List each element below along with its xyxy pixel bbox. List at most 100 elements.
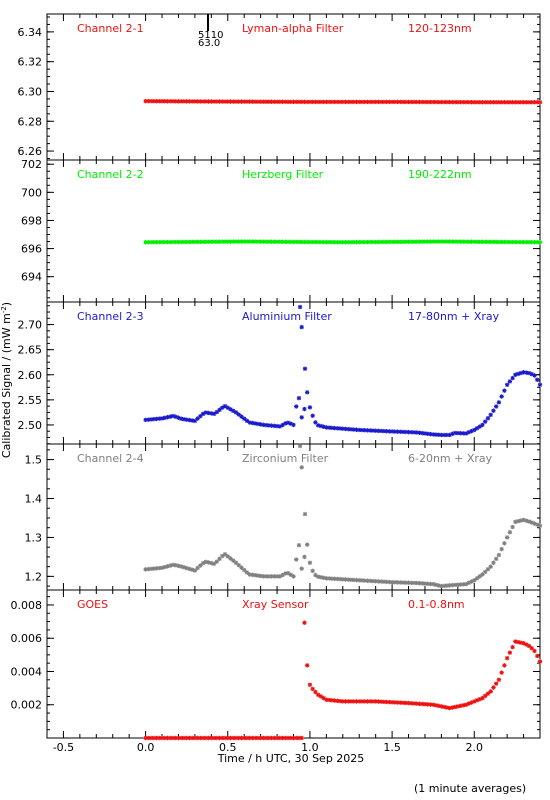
- data-point: [422, 239, 428, 244]
- data-point: [491, 685, 496, 690]
- data-point: [428, 239, 433, 244]
- data-point: [242, 239, 247, 244]
- data-point: [403, 239, 408, 244]
- data-point: [217, 556, 222, 562]
- data-point: [425, 702, 430, 707]
- data-point: [340, 699, 345, 704]
- data-point: [507, 530, 513, 535]
- data-point: [326, 239, 332, 245]
- data-point: [206, 239, 211, 244]
- data-point: [381, 239, 387, 245]
- data-point: [148, 417, 154, 422]
- data-point: [444, 99, 450, 105]
- data-point: [389, 700, 395, 705]
- data-point: [168, 239, 173, 245]
- data-point: [455, 239, 461, 244]
- x-axis-label: Time / h UTC, 30 Sep 2025: [217, 752, 365, 765]
- data-point: [439, 432, 444, 438]
- data-point: [255, 573, 261, 578]
- data-point: [225, 405, 230, 410]
- band-label: 120-123nm: [408, 22, 472, 35]
- data-point: [392, 99, 398, 105]
- data-point: [406, 700, 411, 706]
- data-point: [439, 704, 444, 709]
- y-tick-label: 0.004: [11, 665, 43, 678]
- data-point: [288, 572, 293, 577]
- data-point: [351, 99, 356, 105]
- data-point: [433, 432, 439, 437]
- data-point: [176, 563, 181, 569]
- data-point: [521, 99, 526, 105]
- data-point: [162, 239, 167, 245]
- data-point: [515, 99, 521, 105]
- data-point: [395, 580, 400, 585]
- data-point: [280, 735, 285, 741]
- data-point: [389, 239, 395, 245]
- data-point: [502, 239, 507, 245]
- y-tick-label: 0.006: [11, 632, 43, 645]
- data-point: [422, 431, 428, 436]
- data-point: [263, 99, 269, 104]
- data-point: [179, 239, 184, 245]
- y-tick-label: 2.70: [18, 319, 43, 332]
- data-point: [466, 99, 471, 105]
- data-point: [198, 239, 203, 245]
- data-point: [335, 240, 340, 245]
- data-point: [354, 427, 359, 432]
- data-point: [526, 643, 532, 649]
- data-point: [537, 659, 543, 664]
- data-point: [296, 543, 302, 548]
- data-point: [365, 699, 370, 704]
- data-point: [414, 430, 419, 435]
- data-point: [263, 574, 269, 579]
- data-point: [403, 429, 408, 435]
- data-point: [159, 565, 165, 571]
- data-point: [184, 99, 189, 104]
- data-point: [321, 239, 326, 245]
- data-point: [151, 239, 157, 245]
- data-point: [409, 99, 414, 105]
- data-point: [362, 428, 367, 433]
- data-point: [236, 735, 241, 741]
- data-point: [477, 574, 482, 579]
- data-point: [159, 99, 165, 104]
- data-point: [321, 424, 326, 429]
- data-point: [403, 580, 408, 585]
- data-point: [247, 572, 252, 577]
- data-point: [488, 564, 493, 569]
- data-point: [143, 417, 148, 423]
- channel-label: Channel 2-2: [77, 168, 144, 181]
- data-point: [203, 559, 209, 565]
- data-point: [313, 99, 318, 105]
- data-point: [302, 620, 307, 625]
- data-point: [302, 239, 307, 245]
- data-point: [414, 580, 419, 586]
- data-point: [244, 239, 250, 244]
- data-point: [294, 99, 299, 105]
- data-point: [315, 692, 321, 697]
- y-tick-label: 696: [21, 243, 42, 256]
- data-point: [272, 574, 277, 579]
- data-point: [351, 239, 356, 245]
- data-point: [214, 239, 220, 244]
- data-point: [189, 735, 195, 741]
- data-point: [392, 580, 398, 585]
- data-point: [436, 432, 441, 438]
- data-point: [277, 735, 283, 741]
- data-point: [288, 421, 293, 426]
- y-tick-label: 0.002: [11, 699, 43, 712]
- data-point: [255, 421, 261, 427]
- data-point: [285, 420, 291, 425]
- data-point: [170, 99, 176, 104]
- data-point: [192, 99, 198, 104]
- data-point: [357, 99, 362, 105]
- data-point: [474, 239, 480, 244]
- data-point: [485, 239, 491, 245]
- data-point: [400, 99, 406, 105]
- data-point: [430, 239, 436, 244]
- data-point: [535, 377, 540, 382]
- data-point: [187, 735, 192, 741]
- data-point: [181, 239, 187, 245]
- data-point: [518, 640, 524, 645]
